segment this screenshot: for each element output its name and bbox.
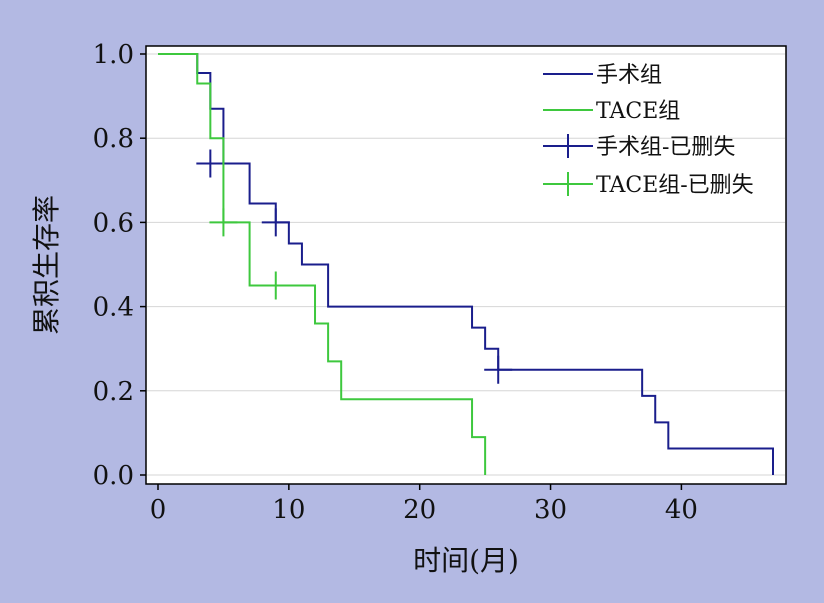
censor-mark — [261, 271, 290, 300]
x-tick-label: 40 — [665, 495, 698, 525]
legend-label: TACE组-已删失 — [596, 173, 754, 198]
series-layer — [158, 53, 774, 475]
x-tick-label: 30 — [534, 495, 567, 525]
censor-mark — [484, 355, 513, 384]
y-tick-label: 0.4 — [93, 293, 134, 323]
censor-mark — [196, 149, 225, 178]
y-tick-label: 1.0 — [93, 40, 134, 70]
series-line-0 — [158, 53, 774, 475]
x-tick-label: 10 — [272, 495, 305, 525]
y-tick-label: 0.0 — [93, 461, 134, 491]
axes: 0.0 0.2 0.4 0.6 0.8 1.0 0 10 20 30 40 — [93, 40, 698, 525]
legend-label: 手术组 — [596, 63, 662, 88]
censor-mark — [261, 208, 290, 237]
y-tick-label: 0.6 — [93, 208, 134, 238]
censor-mark — [209, 208, 238, 237]
legend-label: TACE组 — [596, 99, 680, 124]
x-axis-label: 时间(月) — [413, 544, 519, 577]
x-tick-label: 0 — [150, 495, 167, 525]
y-tick-label: 0.8 — [93, 124, 134, 154]
x-tick-label: 20 — [403, 495, 436, 525]
legend-label: 手术组-已删失 — [596, 135, 735, 160]
series-line-1 — [158, 53, 487, 475]
y-tick-label: 0.2 — [93, 377, 134, 407]
y-axis-label: 累积生存率 — [30, 195, 63, 335]
plot-area — [145, 45, 787, 485]
